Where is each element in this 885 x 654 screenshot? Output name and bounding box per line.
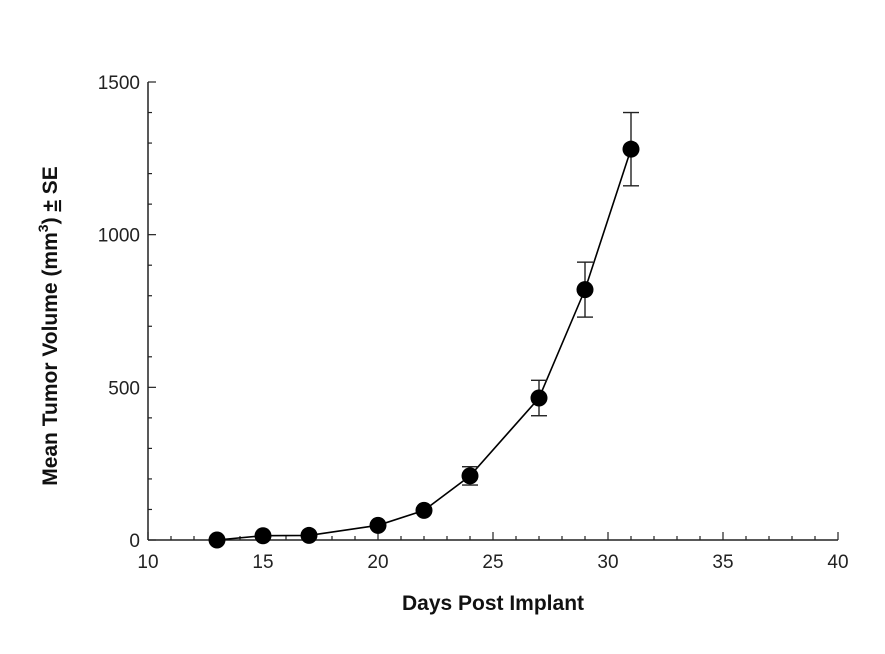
data-point [415,501,433,519]
y-axis-title-main: Mean Tumor Volume (mm [39,232,62,486]
series-line [216,148,632,541]
data-point [576,281,594,299]
series-line-group [216,148,632,541]
x-tick-label: 10 [137,552,158,573]
y-tick-label: 1500 [98,73,140,94]
error-bars [462,111,639,486]
x-axis-title: Days Post Implant [402,592,584,615]
data-point [254,527,272,545]
major-ticks [147,81,839,541]
data-point [369,516,387,534]
y-axis-title-superscript: 3 [35,224,51,232]
data-point [300,526,318,544]
data-point [461,467,479,485]
x-tick-label: 25 [482,552,503,573]
x-tick-label: 20 [367,552,388,573]
x-tick-label: 30 [597,552,618,573]
data-point [530,389,548,407]
data-point [208,531,226,549]
x-tick-labels: 10 15 20 25 30 35 40 [137,552,848,573]
x-tick-label: 35 [712,552,733,573]
y-tick-label: 500 [108,378,140,399]
y-tick-label: 1000 [98,226,140,247]
data-markers [208,140,640,549]
data-point [622,140,640,158]
y-axis-title-pm: ± [39,200,62,212]
y-axis-title-close: ) [39,212,62,225]
x-tick-label: 40 [827,552,848,573]
x-tick-label: 15 [252,552,273,573]
minor-ticks [148,111,816,540]
y-axis-title-se: SE [39,166,62,200]
y-axis-title: Mean Tumor Volume (mm3) ± SE [35,166,62,486]
y-tick-label: 0 [129,531,140,552]
y-tick-labels: 0 500 1000 1500 [98,73,140,552]
